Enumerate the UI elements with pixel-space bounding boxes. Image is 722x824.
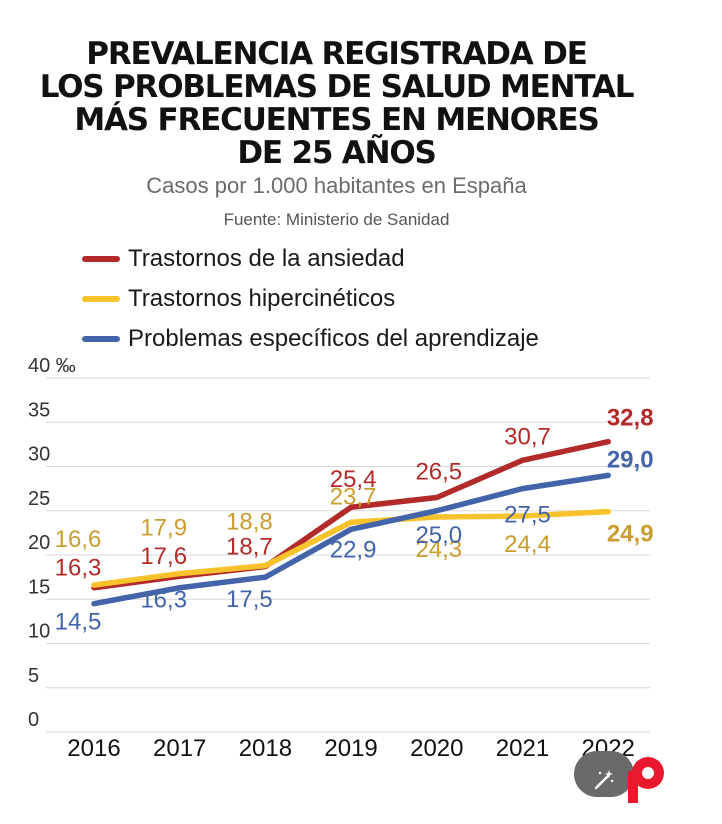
x-tick-label: 2019	[324, 735, 377, 762]
y-tick-label: 35	[28, 399, 50, 421]
data-label: 24,9	[607, 521, 654, 548]
legend-item-hipercineticos: Trastornos hipercinéticos	[82, 285, 395, 313]
data-point	[262, 574, 268, 580]
data-point	[434, 494, 440, 500]
data-label: 18,8	[226, 509, 273, 536]
publisher-logo-icon	[628, 757, 664, 803]
data-point	[605, 439, 611, 445]
data-label: 25,4	[330, 466, 377, 493]
y-tick-label: 25	[28, 488, 50, 510]
y-tick-label: 15	[28, 576, 50, 598]
legend-swatch-yellow	[82, 296, 120, 302]
chart-title-line: DE 25 AÑOS	[237, 135, 436, 171]
chart-title-line: LOS PROBLEMAS DE SALUD MENTAL	[39, 69, 635, 105]
data-label: 30,7	[504, 423, 551, 450]
data-point	[348, 519, 354, 525]
legend-label: Trastornos de la ansiedad	[128, 245, 405, 272]
data-point	[177, 571, 183, 577]
data-label: 25,0	[415, 522, 462, 549]
y-tick-label: 30	[28, 444, 50, 466]
legend-swatch-blue	[82, 336, 120, 342]
x-tick-label: 2016	[67, 735, 120, 762]
y-tick-label: 0	[28, 709, 39, 731]
data-label: 27,5	[504, 502, 551, 529]
data-label: 16,3	[140, 587, 187, 614]
image-badge	[574, 745, 678, 805]
data-point	[605, 472, 611, 478]
x-tick-label: 2018	[239, 735, 292, 762]
data-label: 26,5	[415, 458, 462, 485]
data-label: 23,7	[330, 483, 377, 510]
data-point	[177, 585, 183, 591]
data-label: 14,5	[55, 609, 102, 636]
legend-item-aprendizaje: Problemas específicos del aprendizaje	[82, 325, 539, 353]
data-label: 16,6	[55, 526, 102, 553]
chart-title-line: MÁS FRECUENTES EN MENORES	[74, 102, 599, 138]
data-point	[520, 486, 525, 492]
data-label: 24,4	[504, 531, 551, 558]
data-point	[434, 514, 440, 520]
data-label: 17,6	[140, 543, 187, 570]
data-point	[348, 526, 354, 532]
data-label: 32,8	[607, 405, 654, 432]
data-label: 16,3	[55, 555, 102, 582]
chart-source: Fuente: Ministerio de Sanidad	[223, 210, 450, 229]
data-point	[348, 504, 354, 510]
y-tick-label: 40 ‰	[28, 355, 76, 377]
x-tick-label: 2020	[410, 735, 463, 762]
chart-subtitle: Casos por 1.000 habitantes en España	[146, 173, 527, 198]
legend-label: Problemas específicos del aprendizaje	[128, 325, 539, 352]
data-point	[91, 601, 97, 607]
data-point	[91, 582, 97, 588]
chart-title: PREVALENCIA REGISTRADA DE LOS PROBLEMAS …	[0, 38, 673, 170]
data-point	[434, 508, 440, 514]
data-label: 24,3	[415, 536, 462, 563]
data-point	[520, 513, 525, 519]
y-tick-label: 5	[28, 665, 39, 687]
legend-label: Trastornos hipercinéticos	[128, 285, 396, 312]
data-label: 29,0	[607, 446, 654, 473]
data-label: 18,7	[226, 534, 273, 561]
data-point	[605, 509, 611, 515]
x-tick-label: 2021	[496, 735, 549, 762]
y-tick-label: 20	[28, 532, 50, 554]
data-label: 17,5	[226, 586, 273, 613]
data-point	[520, 457, 525, 463]
y-tick-label: 10	[28, 621, 50, 643]
legend-swatch-red	[82, 256, 120, 262]
x-tick-label: 2017	[153, 735, 206, 762]
legend-item-ansiedad: Trastornos de la ansiedad	[82, 245, 405, 273]
data-point	[262, 563, 268, 569]
magic-wand-button[interactable]	[574, 751, 634, 797]
data-label: 17,9	[140, 515, 187, 542]
chart-title-line: PREVALENCIA REGISTRADA DE	[86, 36, 588, 72]
magic-wand-icon	[594, 770, 614, 790]
data-label: 22,9	[330, 536, 377, 563]
